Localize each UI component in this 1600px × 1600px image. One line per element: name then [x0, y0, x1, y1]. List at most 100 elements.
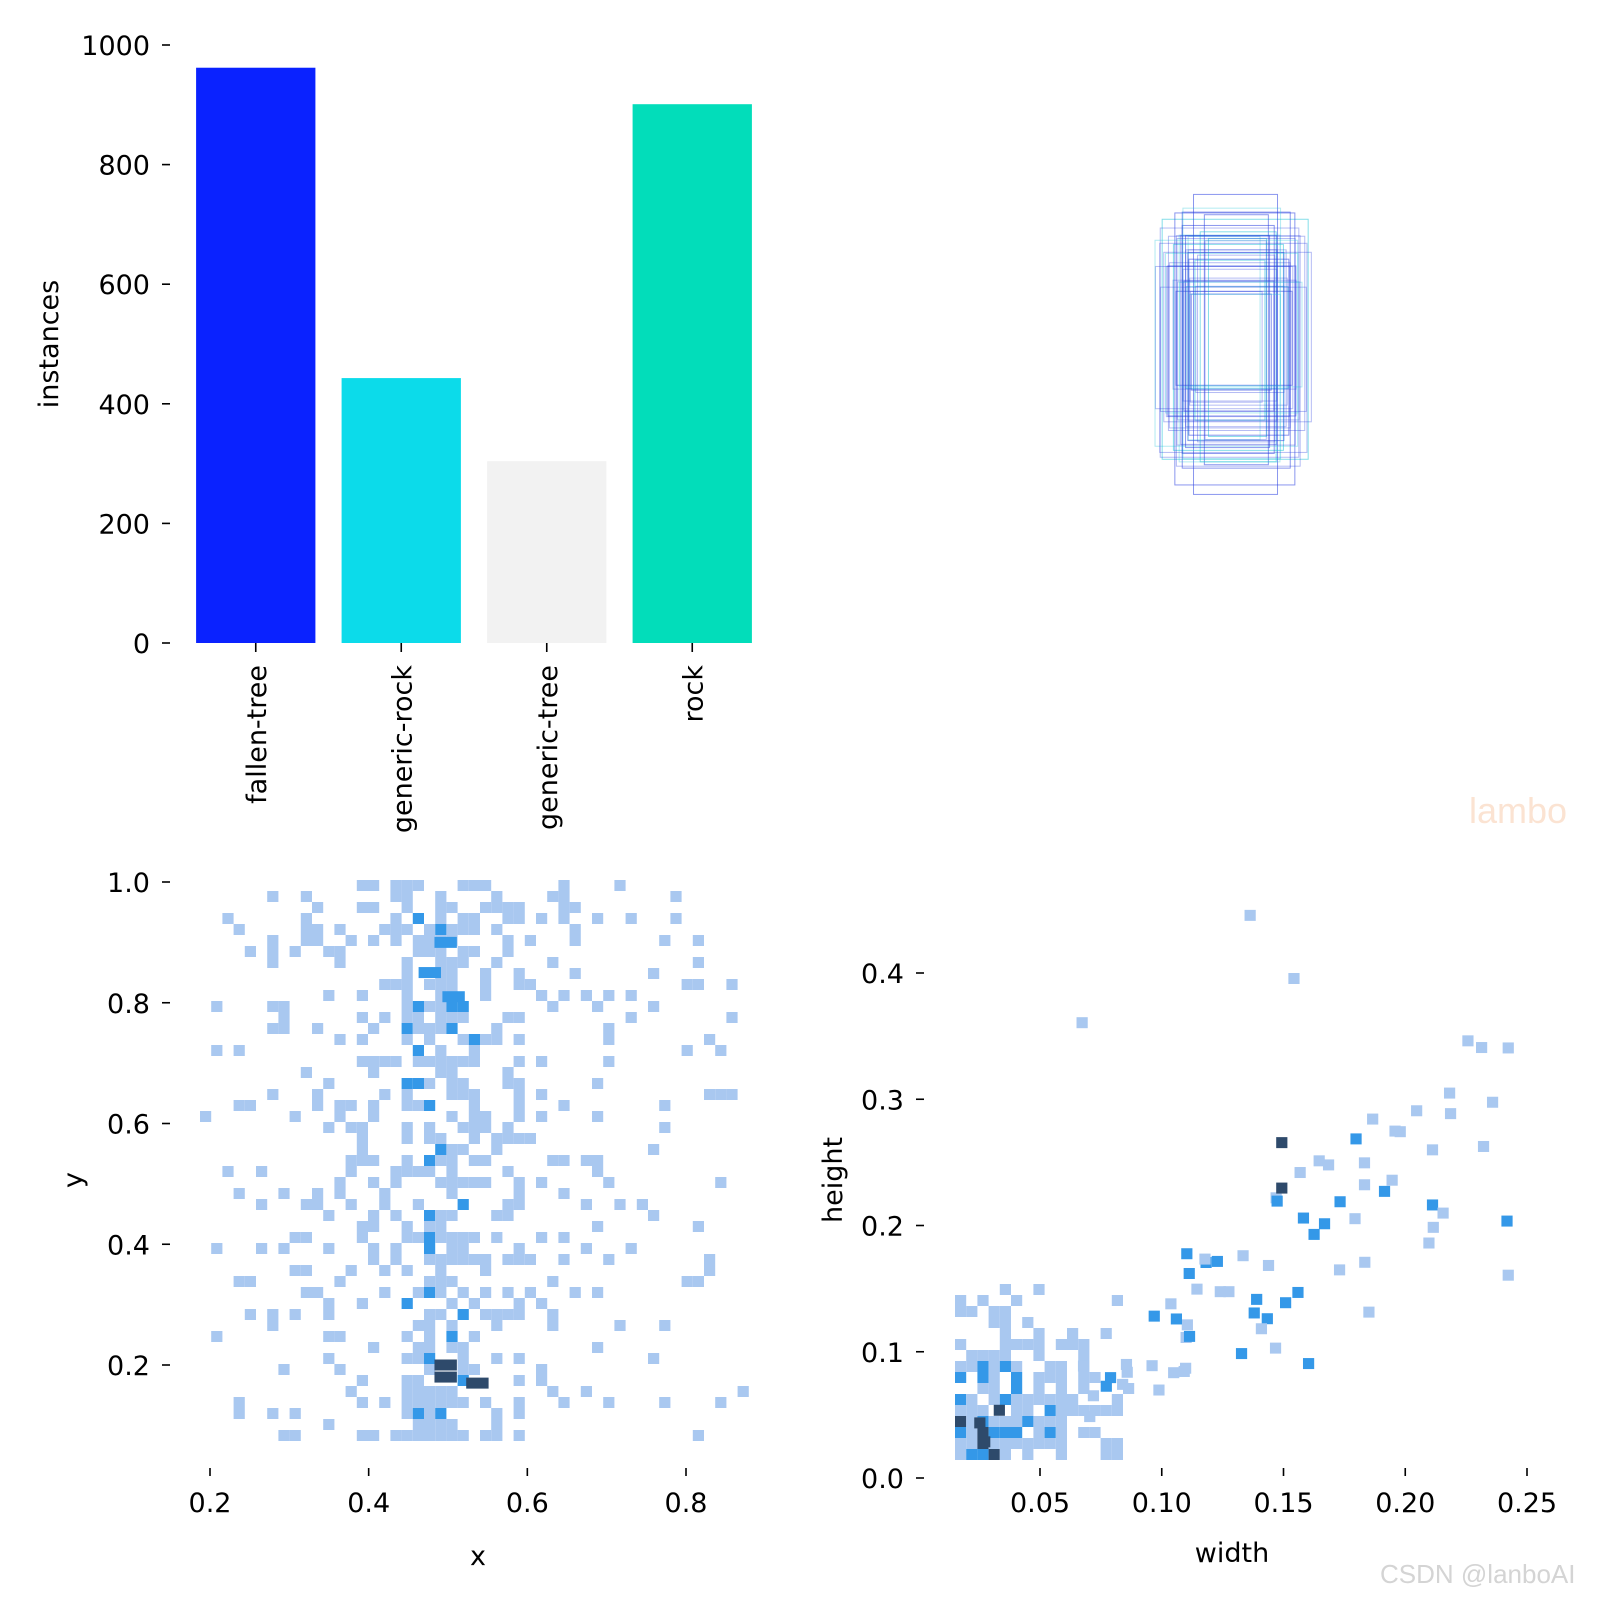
x-tick-label: rock — [678, 665, 709, 723]
heatmap-cell — [368, 1342, 380, 1353]
heatmap-cell — [692, 979, 704, 990]
heatmap-cell — [614, 1199, 626, 1210]
heatmap-cell — [648, 1001, 660, 1012]
heatmap-cell — [412, 1199, 424, 1210]
heatmap-cell — [446, 1397, 458, 1408]
heatmap-cell — [491, 891, 503, 902]
heatmap-cell — [457, 1232, 469, 1243]
heatmap-cell — [233, 924, 245, 935]
heatmap-cell — [1100, 1449, 1112, 1460]
heatmap-cell — [323, 1331, 335, 1342]
heatmap-cell — [1269, 1342, 1282, 1354]
heatmap-cell — [412, 935, 424, 946]
heatmap-cell — [547, 1001, 559, 1012]
heatmap-cell — [412, 913, 424, 924]
heatmap-cell — [211, 1045, 223, 1056]
heatmap-cell — [1033, 1350, 1045, 1361]
heatmap-cell — [457, 1364, 469, 1375]
heatmap-cell — [289, 1265, 301, 1276]
heatmap-cell — [412, 1078, 424, 1089]
heatmap-cell — [435, 1265, 447, 1276]
heatmap-cell — [345, 1386, 357, 1397]
heatmap-cell — [558, 1254, 570, 1265]
heatmap-cell — [446, 1056, 458, 1067]
heatmap-cell — [614, 1320, 626, 1331]
heatmap-cell — [401, 1166, 413, 1177]
heatmap-cell — [457, 1122, 469, 1133]
heatmap-cell — [390, 935, 402, 946]
heatmap-cell — [524, 935, 536, 946]
heatmap-cell — [1067, 1339, 1079, 1350]
heatmap-cell — [1033, 1427, 1045, 1438]
heatmap-cell — [457, 1430, 469, 1441]
heatmap-cell — [424, 1155, 436, 1166]
heatmap-cell — [513, 1188, 525, 1199]
heatmap-cell — [480, 1254, 492, 1265]
heatmap-cell — [580, 990, 592, 1001]
heatmap-cell — [502, 1309, 514, 1320]
label-box — [1161, 218, 1309, 460]
heatmap-cell — [1386, 1174, 1398, 1186]
heatmap-cell — [412, 1023, 424, 1034]
heatmap-cell — [659, 935, 671, 946]
heatmap-cell — [379, 1089, 391, 1100]
heatmap-cell — [1055, 1394, 1067, 1405]
bar-chart-instances: 0 200 400 600 800 1000 instances fallen-tree gen… — [34, 31, 752, 833]
heatmap-cell — [1170, 1313, 1183, 1325]
heatmap-cell — [1367, 1113, 1379, 1125]
heatmap-cell — [424, 1331, 436, 1342]
heatmap-hotspot — [434, 936, 457, 948]
label-box — [1190, 293, 1272, 391]
heatmap-cell — [1444, 1108, 1457, 1120]
heatmap-cell — [1313, 1155, 1325, 1167]
heatmap-cell — [1181, 1319, 1193, 1331]
x-tick-label: 0.05 — [1010, 1488, 1070, 1519]
heatmap-cell — [424, 1419, 436, 1430]
heatmap-cell — [1011, 1405, 1023, 1416]
heatmap-cell — [390, 1056, 402, 1067]
heatmap-cell — [513, 1199, 525, 1210]
heatmap-cell — [446, 1386, 458, 1397]
heatmap-cell — [457, 1056, 469, 1067]
heatmap-cell — [715, 1397, 727, 1408]
heatmap-cell — [513, 1133, 525, 1144]
heatmap-cell — [435, 1045, 447, 1056]
heatmap-cell — [1183, 1267, 1195, 1279]
heatmap-hotspot — [993, 1404, 1005, 1416]
heatmap-cell — [999, 1350, 1011, 1361]
heatmap-cell — [1089, 1427, 1101, 1438]
heatmap-cell — [289, 1430, 301, 1441]
heatmap-cell — [1223, 1286, 1235, 1298]
heatmap-cell — [704, 1265, 716, 1276]
heatmap-cell — [558, 1188, 570, 1199]
y-tick-label: 0.2 — [861, 1212, 904, 1243]
heatmap-cell — [424, 1397, 436, 1408]
heatmap-cell — [999, 1328, 1011, 1339]
heatmap-cell — [1078, 1427, 1090, 1438]
heatmap-cell — [977, 1405, 989, 1416]
heatmap-cell — [446, 1419, 458, 1430]
heatmap-cell — [592, 1078, 604, 1089]
heatmap-cell — [480, 1177, 492, 1188]
heatmap-cell — [558, 880, 570, 891]
label-box — [1178, 234, 1281, 463]
heatmap-cell — [446, 1067, 458, 1078]
heatmap-cell — [401, 1331, 413, 1342]
heatmap-cell — [368, 902, 380, 913]
heatmap-cell — [435, 1419, 447, 1430]
heatmap-cell — [468, 880, 480, 891]
heatmap-cell — [536, 1177, 548, 1188]
heatmap-cell — [424, 1287, 436, 1298]
heatmap-cell — [323, 1298, 335, 1309]
heatmap-cell — [267, 1023, 279, 1034]
heatmap-cell — [401, 1023, 413, 1034]
heatmap-cell — [1308, 1228, 1320, 1240]
heatmap-cell — [446, 957, 458, 968]
heatmap-cell — [278, 1430, 290, 1441]
heatmap-cell — [513, 1430, 525, 1441]
heatmap-cell — [1443, 1087, 1456, 1099]
heatmap-cell — [300, 1067, 312, 1078]
heatmap-cell — [468, 1122, 480, 1133]
heatmap-cell — [446, 1155, 458, 1166]
heatmap-cell — [513, 1089, 525, 1100]
